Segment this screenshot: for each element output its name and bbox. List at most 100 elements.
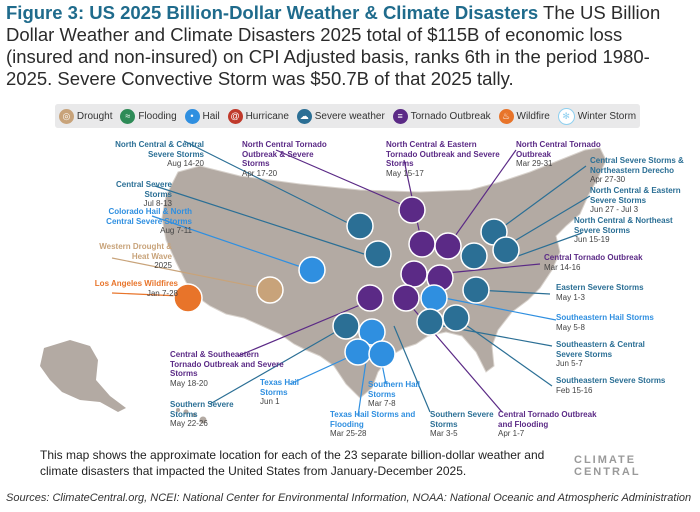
event-label: North Central & Northeast Severe Storms J…: [574, 216, 684, 245]
event-label: Texas Hail Storms and Flooding Mar 25-28: [330, 410, 420, 439]
legend-winter-storm: ✻ Winter Storm: [557, 107, 636, 125]
event-name: North Central & Eastern Tornado Outbreak…: [386, 140, 500, 168]
marker-hail: [368, 340, 396, 368]
event-date: Mar 29-31: [516, 159, 553, 168]
marker-severe-weather: [346, 212, 374, 240]
event-label: North Central & Eastern Tornado Outbreak…: [386, 140, 504, 178]
event-name: Texas Hail Storms and Flooding: [330, 410, 416, 429]
drought-icon: ◎: [58, 108, 74, 124]
event-name: Los Angeles Wildfires: [94, 279, 178, 288]
legend-hail: • Hail: [184, 108, 220, 124]
event-date: Jun 5-7: [556, 359, 583, 368]
event-label: Los Angeles Wildfires Jan 7-28: [88, 279, 178, 298]
marker-tornado: [356, 284, 384, 312]
event-date: Mar 25-28: [330, 429, 367, 438]
event-label: Southeastern Severe Storms Feb 15-16: [556, 376, 666, 395]
event-date: Jun 15-19: [574, 235, 610, 244]
event-label: Central Tornado Outbreak and Flooding Apr…: [498, 410, 608, 439]
sources-line: Sources: ClimateCentral.org, NCEI: Natio…: [6, 492, 692, 504]
figure-title: Figure 3: US 2025 Billion-Dollar Weather…: [6, 2, 539, 23]
hurricane-icon: @: [227, 108, 243, 124]
event-name: Southeastern & Central Severe Storms: [556, 340, 645, 359]
event-label: Central & Southeastern Tornado Outbreak …: [170, 350, 290, 388]
figure-heading: Figure 3: US 2025 Billion-Dollar Weather…: [6, 2, 694, 90]
event-name: North Central & Eastern Severe Storms: [590, 186, 681, 205]
event-markers: [173, 196, 520, 368]
wildfire-icon: ♨: [498, 108, 514, 124]
event-name: North Central & Northeast Severe Storms: [574, 216, 673, 235]
event-name: Western Drought & Heat Wave: [99, 242, 172, 261]
marker-severe-weather: [462, 276, 490, 304]
legend-drought: ◎ Drought: [58, 108, 112, 124]
event-date: Aug 7-11: [160, 226, 192, 235]
event-name: North Central & Central Severe Storms: [115, 140, 204, 159]
event-label: Southern Severe Storms Mar 3-5: [430, 410, 500, 439]
marker-tornado: [398, 196, 426, 224]
event-name: Central Severe Storms: [115, 180, 172, 199]
event-label: Southeastern Hail Storms May 5-8: [556, 313, 666, 332]
event-name: Southern Hail Storms: [368, 380, 421, 399]
hail-icon: •: [184, 108, 200, 124]
marker-tornado: [392, 284, 420, 312]
event-date: May 5-8: [556, 322, 585, 332]
marker-severe-weather: [332, 312, 360, 340]
event-date: Jan 7-28: [146, 288, 178, 298]
marker-severe-weather: [460, 242, 488, 270]
severe-weather-icon: ☁: [296, 108, 312, 124]
event-date: May 18-20: [170, 378, 208, 388]
map-legend-overlay: ◎ Drought ≈ Flooding • Hail @ Hurricane ☁ Sev…: [55, 104, 640, 128]
event-label: Southeastern & Central Severe Storms Jun …: [556, 340, 666, 369]
leader-lines: [111, 140, 591, 417]
event-name: North Central Tornado Outbreak: [516, 140, 601, 159]
event-label: Colorado Hail & North Central Severe Sto…: [90, 207, 192, 236]
marker-severe-weather: [416, 308, 444, 336]
event-date: Jul 8-13: [143, 199, 172, 208]
event-date: 2025: [154, 261, 172, 270]
event-label: North Central & Central Severe Storms Aug…: [92, 140, 204, 169]
event-name: Eastern Severe Storms: [556, 283, 644, 292]
legend-tornado-outbreak: ≡ Tornado Outbreak: [392, 108, 491, 124]
event-label: Central Tornado Outbreak Mar 14-16: [544, 253, 654, 272]
legend-wildfire: ♨ Wildfire: [498, 108, 550, 124]
winter-storm-icon: ✻: [557, 107, 575, 125]
event-label: Southern Severe Storms May 22-26: [170, 400, 260, 429]
event-date: Apr 17-20: [242, 168, 278, 178]
event-date: May 1-3: [556, 292, 585, 302]
event-name: Central & Southeastern Tornado Outbreak …: [170, 350, 284, 378]
event-date: Aug 14-20: [167, 159, 204, 168]
event-date: Mar 14-16: [544, 262, 581, 272]
event-name: Colorado Hail & North Central Severe Sto…: [106, 207, 192, 226]
event-name: Southeastern Hail Storms: [556, 313, 654, 322]
marker-tornado: [408, 230, 436, 258]
event-label: North Central Tornado Outbreak & Severe …: [242, 140, 342, 178]
event-date: Jun 27 - Jul 3: [590, 205, 639, 214]
event-name: Southern Severe Storms: [170, 400, 234, 419]
event-name: Southeastern Severe Storms: [556, 376, 666, 385]
event-label: North Central & Eastern Severe Storms Jun…: [590, 186, 694, 215]
event-date: Jun 1: [260, 397, 280, 406]
map-caption: This map shows the approximate location …: [40, 448, 545, 478]
climate-central-logo: CLIMATE CENTRAL: [574, 454, 641, 478]
legend-severe-weather: ☁ Severe weather: [296, 108, 385, 124]
marker-severe-weather: [442, 304, 470, 332]
event-label: Central Severe Storms Jul 8-13: [88, 180, 172, 209]
alaska: [40, 340, 126, 412]
marker-severe-weather: [364, 240, 392, 268]
event-date: Mar 3-5: [430, 429, 458, 438]
figure-description: The US Billion Dollar Weather and Climat…: [6, 2, 661, 89]
marker-tornado: [434, 232, 462, 260]
event-date: May 15-17: [386, 168, 424, 178]
event-name: Southern Severe Storms: [430, 410, 494, 429]
marker-drought: [256, 276, 284, 304]
marker-tornado: [400, 260, 428, 288]
event-date: Feb 15-16: [556, 385, 593, 395]
event-date: Mar 7-8: [368, 399, 396, 408]
marker-severe-weather: [492, 236, 520, 264]
event-label: Central Severe Storms & Northeastern Der…: [590, 156, 694, 185]
event-name: Texas Hail Storms: [260, 378, 299, 397]
event-date: Apr 27-30: [590, 175, 626, 184]
event-name: Central Severe Storms & Northeastern Der…: [590, 156, 684, 175]
hawaii: [176, 408, 207, 424]
legend-hurricane: @ Hurricane: [227, 108, 289, 124]
